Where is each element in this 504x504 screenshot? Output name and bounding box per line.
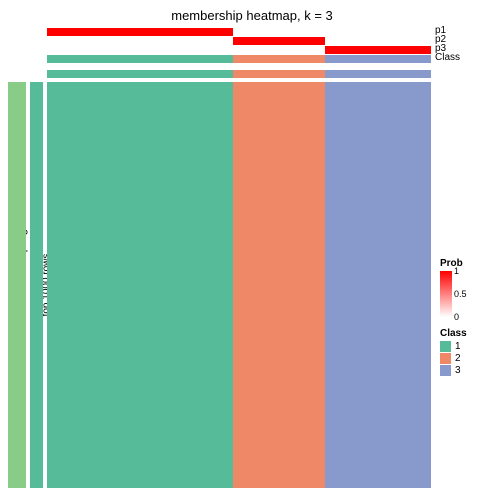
prob-row-p1: p1 bbox=[47, 28, 431, 36]
class-legend-item: 2 bbox=[440, 353, 467, 364]
heatmap-column bbox=[325, 82, 431, 488]
prob-legend-title: Prob bbox=[440, 258, 463, 269]
sampling-bar bbox=[8, 82, 26, 488]
class-legend-label: 2 bbox=[455, 353, 461, 364]
plot-area: 50 x 1 random samplings top 1000 rows p1… bbox=[8, 28, 496, 496]
class-legend-label: 3 bbox=[455, 365, 461, 376]
class-legend-title: Class bbox=[440, 328, 467, 339]
prob-row-p3: p3 bbox=[47, 46, 431, 54]
heatmap-body bbox=[47, 82, 431, 488]
prob-legend: Prob 10.50 bbox=[440, 258, 463, 317]
class-legend-item: 1 bbox=[440, 341, 467, 352]
chart-title: membership heatmap, k = 3 bbox=[0, 8, 504, 23]
class-anno-row bbox=[47, 70, 431, 78]
heatmap-column bbox=[47, 82, 233, 488]
class-legend-item: 3 bbox=[440, 365, 467, 376]
rows-bar bbox=[30, 82, 43, 488]
prob-tick: 1 bbox=[454, 267, 459, 276]
class-legend-label: 1 bbox=[455, 341, 461, 352]
class-anno-row: Class bbox=[47, 55, 431, 63]
prob-row-p2: p2 bbox=[47, 37, 431, 45]
prob-tick: 0 bbox=[454, 313, 459, 322]
prob-tick: 0.5 bbox=[454, 290, 467, 299]
annotation-rows: p1p2p3Class bbox=[47, 28, 431, 79]
class-legend: Class 123 bbox=[440, 328, 467, 377]
prob-gradient: 10.50 bbox=[440, 271, 452, 317]
anno-row-label: Class bbox=[435, 54, 460, 62]
heatmap-column bbox=[233, 82, 325, 488]
